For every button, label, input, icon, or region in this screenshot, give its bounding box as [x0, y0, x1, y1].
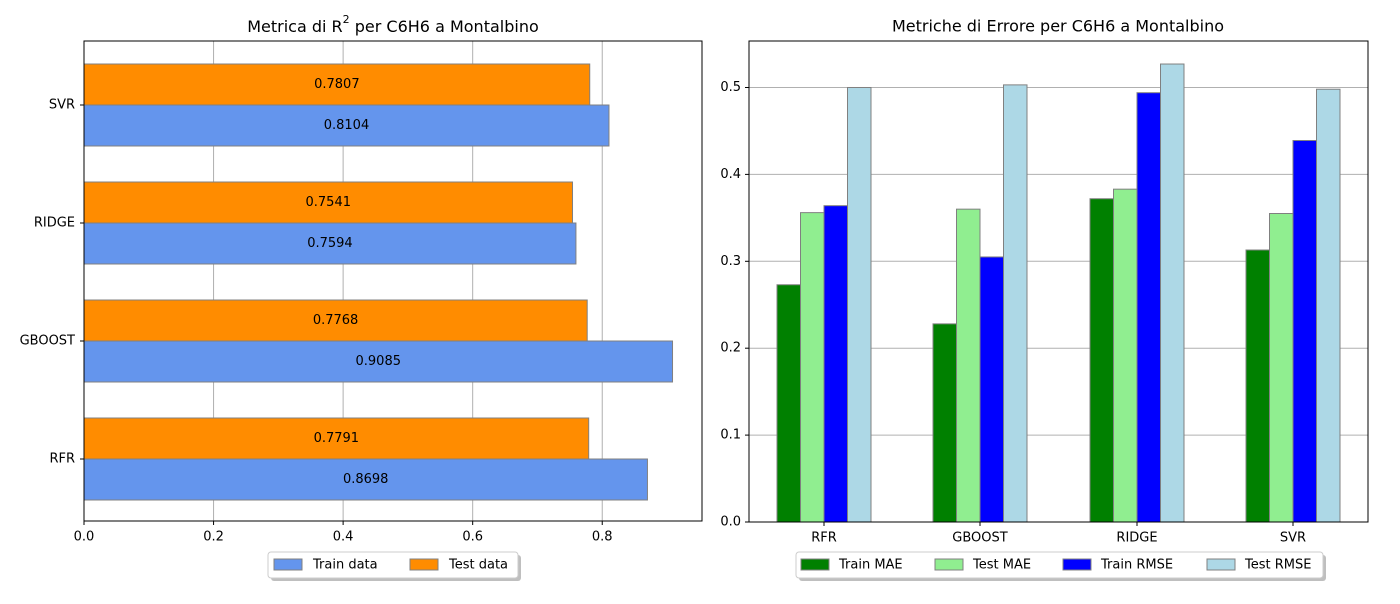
legend-label: Train RMSE — [1100, 558, 1173, 573]
data-label: 0.7807 — [314, 77, 360, 92]
bar-test-data-svr — [83, 63, 591, 106]
bar-train-rmse-rfr — [823, 205, 848, 523]
legend-label: Train data — [312, 558, 378, 573]
bar-test-mae-gboost — [956, 208, 981, 523]
legend-r2: Train data Test data — [267, 551, 521, 581]
x-tick-label: GBOOST — [952, 531, 1007, 546]
data-label: 0.8698 — [343, 472, 389, 487]
legend-label: Test RMSE — [1244, 558, 1311, 573]
x-tick-label: 0.4 — [333, 530, 354, 545]
legend-swatch — [934, 558, 964, 571]
data-label: 0.7791 — [314, 431, 360, 446]
bar-test-rmse-rfr — [847, 86, 872, 523]
legend-box — [795, 551, 1324, 579]
bar-train-rmse-gboost — [979, 256, 1004, 523]
bar-train-data-gboost — [83, 340, 674, 383]
data-label: 0.8104 — [324, 118, 370, 133]
y-tick-label: 0.4 — [720, 167, 741, 182]
chart-title: Metrica di R2 per C6H6 a Montalbino — [247, 13, 539, 36]
data-label: 0.7594 — [307, 236, 353, 251]
bar-train-rmse-svr — [1292, 140, 1317, 523]
data-label: 0.7768 — [313, 313, 359, 328]
chart-errors: RFR GBOOST RIDGE SVR 0.0 0.1 0.2 0.3 0.4 0.5 Metri… — [720, 17, 1369, 581]
legend-errors: Train MAE Test MAE Train RMSE Test RMSE — [795, 551, 1326, 581]
x-tick-label: RFR — [811, 531, 837, 546]
bar-train-mae-svr — [1245, 249, 1270, 523]
bar-test-data-ridge — [83, 181, 574, 224]
y-tick-label: GBOOST — [20, 334, 75, 349]
bar-test-data-gboost — [83, 299, 588, 342]
x-tick-label: RIDGE — [1116, 531, 1157, 546]
y-tick-label: 0.0 — [720, 515, 741, 530]
bar-train-rmse-ridge — [1136, 92, 1161, 523]
legend-swatch — [800, 558, 830, 571]
y-tick-label: RIDGE — [34, 216, 75, 231]
data-label: 0.9085 — [356, 354, 402, 369]
legend-swatch — [1206, 558, 1236, 571]
bar-train-data-ridge — [83, 222, 577, 265]
x-tick-label: 0.8 — [592, 530, 613, 545]
y-tick-label: 0.5 — [720, 80, 741, 95]
chart-title: Metriche di Errore per C6H6 a Montalbino — [892, 17, 1224, 36]
y-tick-label: SVR — [49, 98, 75, 113]
bar-train-mae-rfr — [776, 284, 801, 523]
plot-frame — [748, 40, 1369, 523]
legend-label: Test data — [448, 558, 508, 573]
bar-test-data-rfr — [83, 417, 590, 460]
legend-swatch — [1062, 558, 1092, 571]
bar-test-mae-rfr — [800, 212, 825, 523]
legend-label: Test MAE — [972, 558, 1031, 573]
bar-test-rmse-ridge — [1160, 63, 1185, 523]
y-tick-label: 0.2 — [720, 341, 741, 356]
legend-label: Train MAE — [838, 558, 903, 573]
bar-test-mae-ridge — [1113, 188, 1138, 523]
bar-test-rmse-gboost — [1003, 84, 1028, 523]
bar-test-mae-svr — [1269, 212, 1294, 523]
bar-train-mae-gboost — [932, 323, 957, 523]
chart-r2: 0.7791 0.8698 RFR 0.7768 0.9085 GBOOST 0.7541 0… — [20, 13, 703, 581]
y-tick-label: 0.3 — [720, 254, 741, 269]
legend-box — [267, 551, 519, 579]
bar-train-data-svr — [83, 104, 610, 147]
x-tick-label: 0.0 — [74, 530, 95, 545]
x-tick-label: 0.6 — [462, 530, 483, 545]
x-tick-label: 0.2 — [203, 530, 224, 545]
y-tick-label: RFR — [49, 452, 75, 467]
bar-train-mae-ridge — [1089, 198, 1114, 523]
legend-swatch — [409, 558, 439, 571]
y-tick-label: 0.1 — [720, 428, 741, 443]
bar-test-rmse-svr — [1316, 88, 1341, 523]
data-label: 0.7541 — [306, 195, 352, 210]
plot-frame — [83, 40, 703, 522]
legend-swatch — [273, 558, 303, 571]
x-tick-label: SVR — [1280, 531, 1306, 546]
